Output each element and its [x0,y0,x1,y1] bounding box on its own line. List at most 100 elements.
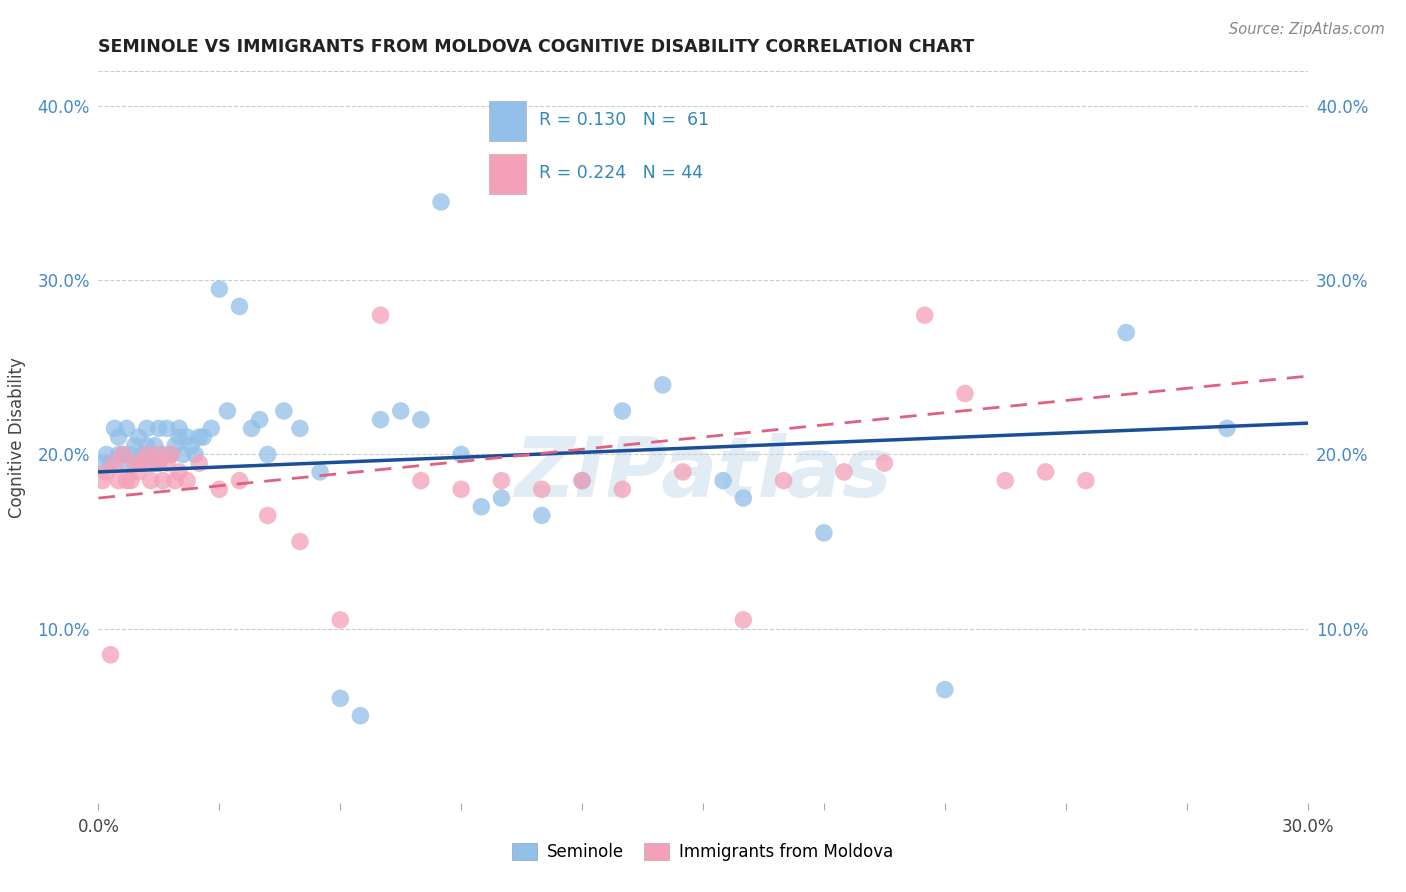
Point [180,439,202,453]
Point [530,483,553,497]
Point [115,456,138,470]
Point [115,421,138,435]
Point [256,508,278,523]
Point [135,439,157,453]
Point [1216,421,1239,435]
Point [120,448,142,462]
Point [450,483,472,497]
Point [953,386,976,401]
Point [152,448,174,462]
Point [156,421,179,435]
Point [612,404,634,418]
Point [160,448,183,462]
Point [107,448,129,462]
Point [349,708,371,723]
Point [100,456,122,470]
Point [148,448,170,462]
Point [172,448,194,462]
Point [176,430,198,444]
Point [329,613,352,627]
Point [156,456,179,470]
Text: SEMINOLE VS IMMIGRANTS FROM MOLDOVA COGNITIVE DISABILITY CORRELATION CHART: SEMINOLE VS IMMIGRANTS FROM MOLDOVA COGN… [98,38,974,56]
Point [167,430,190,444]
Point [107,474,129,488]
Point [132,448,155,462]
Point [288,534,311,549]
Point [409,474,432,488]
Point [128,430,150,444]
Point [273,404,295,418]
Point [103,421,125,435]
Point [228,474,250,488]
Point [1115,326,1137,340]
Point [409,412,432,426]
Point [91,456,114,470]
Point [111,448,134,462]
Point [160,448,183,462]
Point [571,474,593,488]
Point [208,282,231,296]
Point [143,456,166,470]
Text: ZIPatlas: ZIPatlas [515,434,891,514]
Point [148,421,170,435]
Point [672,465,695,479]
Point [132,456,155,470]
Point [139,474,162,488]
Point [309,465,332,479]
Point [152,474,174,488]
Point [470,500,492,514]
Point [1035,465,1057,479]
Point [91,474,114,488]
Point [100,648,122,662]
Point [200,421,222,435]
Point [143,439,166,453]
Point [733,491,755,505]
Point [873,456,896,470]
Point [193,430,215,444]
Point [914,308,936,322]
Point [389,404,412,418]
Point [491,474,513,488]
Point [256,448,278,462]
Point [128,465,150,479]
Point [217,404,239,418]
Point [370,308,392,322]
Point [124,439,146,453]
Point [288,421,311,435]
Point [832,465,855,479]
Point [163,474,186,488]
Point [228,300,250,314]
Point [249,412,271,426]
Point [96,465,118,479]
Point [103,456,125,470]
Point [711,474,734,488]
Point [651,377,673,392]
Point [491,491,513,505]
Point [111,448,134,462]
Point [813,525,835,540]
Point [450,448,472,462]
Point [240,421,263,435]
Point [135,421,157,435]
Point [139,456,162,470]
Point [128,456,150,470]
Point [124,456,146,470]
Point [120,474,142,488]
Point [96,448,118,462]
Point [612,483,634,497]
Point [163,439,186,453]
Point [135,448,157,462]
Point [571,474,593,488]
Point [772,474,794,488]
Point [188,430,211,444]
Point [184,448,207,462]
Point [167,421,190,435]
Point [430,194,453,209]
Point [370,412,392,426]
Point [188,456,211,470]
Point [994,474,1017,488]
Legend: Seminole, Immigrants from Moldova: Seminole, Immigrants from Moldova [506,836,900,868]
Point [107,430,129,444]
Point [934,682,956,697]
Point [530,508,553,523]
